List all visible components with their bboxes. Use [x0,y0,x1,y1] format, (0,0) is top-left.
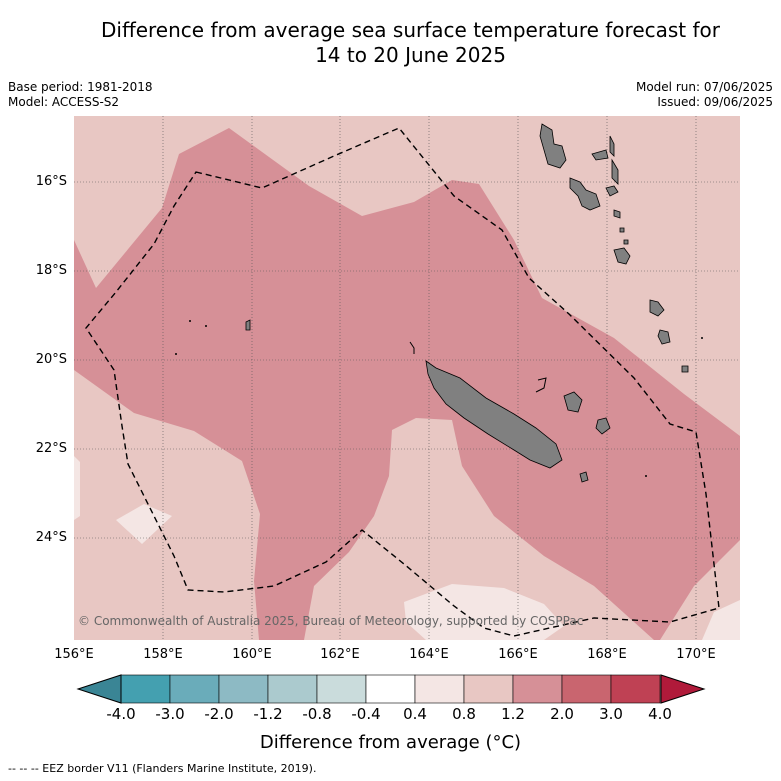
loyalty-island-2 [595,417,611,435]
colorbar-tick-6: 0.4 [403,705,427,723]
small-island-1 [189,320,191,322]
colorbar-tick-8: 1.2 [501,705,525,723]
colorbar-tick-11: 4.0 [648,705,672,723]
meta-left: Base period: 1981-2018 Model: ACCESS-S2 [8,80,153,110]
lon-label-164e: 164°E [409,647,449,662]
title-line-1: Difference from average sea surface temp… [100,18,720,42]
map-canvas [74,116,740,640]
colorbar-low-extend [76,674,122,704]
small-island-4 [645,475,647,477]
lon-label-162e: 162°E [320,647,360,662]
isle-of-pines [579,471,589,483]
anomaly-band-near-zero-left-1 [116,504,172,544]
belep-island [409,341,415,354]
colorbar-label: Difference from average (°C) [259,732,522,753]
ouvea-island [535,377,547,393]
loyalty-island-1 [563,391,583,413]
model-name: Model: ACCESS-S2 [8,95,120,109]
colorbar-cell-9 [561,674,612,704]
vanuatu-aneityum [681,365,689,373]
small-island-2 [205,325,207,327]
vanuatu-tanna [657,329,671,345]
lat-label-16s: 16°S [35,174,67,189]
lon-label-158e: 158°E [143,647,183,662]
vanuatu-efate [613,247,631,265]
base-period: Base period: 1981-2018 [8,80,153,94]
anomaly-band-near-zero-bottom [404,584,564,640]
colorbar-cell-0 [120,674,171,704]
colorbar-cell-4 [316,674,367,704]
vanuatu-ambae [609,135,615,157]
anomaly-band-near-zero-left-2 [74,456,80,520]
colorbar-tick-0: -4.0 [106,705,136,723]
lon-label-168e: 168°E [587,647,627,662]
colorbar-cell-5 [365,674,416,704]
vanuatu-pentecost [611,158,619,185]
eez-border-note: -- -- -- EEZ border V11 (Flanders Marine… [8,762,317,775]
colorbar-high-extend [660,674,706,704]
colorbar-cell-10 [610,674,661,704]
colorbar-cell-6 [414,674,465,704]
lat-label-18s: 18°S [35,263,67,278]
graticule [74,116,740,640]
lat-label-24s: 24°S [35,530,67,545]
new-caledonia-island [425,360,563,469]
issued-date: Issued: 09/06/2025 [657,95,773,109]
small-island-3 [175,353,177,355]
colorbar-cell-2 [218,674,269,704]
colorbar-tick-5: -0.4 [351,705,381,723]
colorbar-tick-2: -2.0 [204,705,234,723]
small-island-5 [701,337,703,339]
colorbar-tick-7: 0.8 [452,705,476,723]
lon-label-156e: 156°E [54,647,94,662]
colorbar-tick-3: -1.2 [253,705,283,723]
colorbar-cell-3 [267,674,318,704]
title-line-2: 14 to 20 June 2025 [315,43,506,67]
anomaly-band-1.2-2.0 [74,128,740,640]
lon-label-166e: 166°E [498,647,538,662]
lon-label-160e: 160°E [232,647,272,662]
matthew-island [245,319,251,331]
vanuatu-malo [591,149,609,161]
lon-label-170e: 170°E [676,647,716,662]
vanuatu-small-2 [623,239,629,245]
map-title: Difference from average sea surface temp… [0,18,781,68]
copyright-notice: © Commonwealth of Australia 2025, Bureau… [78,614,584,628]
colorbar-cells [120,674,661,704]
vanuatu-small-1 [619,227,625,233]
anomaly-band-near-zero-corner [702,600,740,640]
eez-border [85,127,720,637]
vanuatu-erromango [649,299,665,317]
colorbar-cell-7 [463,674,514,704]
lat-label-22s: 22°S [35,441,67,456]
vanuatu-espiritu-santo [539,123,567,169]
colorbar-tick-1: -3.0 [155,705,185,723]
vanuatu-epi [613,209,621,219]
colorbar-tick-4: -0.8 [302,705,332,723]
colorbar-cell-1 [169,674,220,704]
vanuatu-ambrym [605,185,619,197]
colorbar-tick-10: 3.0 [599,705,623,723]
colorbar [76,674,706,704]
colorbar-cell-8 [512,674,563,704]
vanuatu-malakula [569,177,601,211]
colorbar-tick-9: 2.0 [550,705,574,723]
lat-label-20s: 20°S [35,352,67,367]
sst-anomaly-map [74,116,740,640]
meta-right: Model run: 07/06/2025 Issued: 09/06/2025 [636,80,773,110]
model-run: Model run: 07/06/2025 [635,80,773,94]
anomaly-band-tongue-south [304,418,654,640]
